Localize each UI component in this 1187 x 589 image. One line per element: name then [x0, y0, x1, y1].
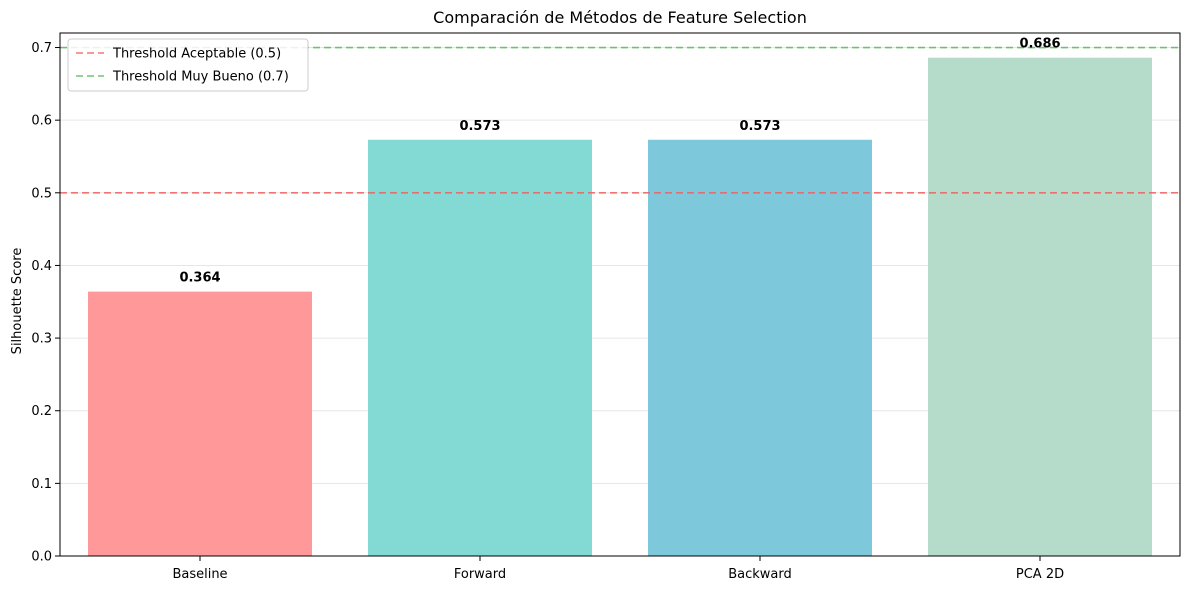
legend-entry: Threshold Muy Bueno (0.7)	[112, 70, 289, 85]
plot-frame	[59, 32, 1181, 557]
y-tick-label: 0.2	[31, 404, 52, 419]
bar-value-label: 0.573	[739, 119, 780, 134]
bar-baseline	[88, 291, 312, 556]
bar-value-label: 0.364	[179, 271, 220, 286]
y-axis-label: Silhouette Score	[10, 248, 25, 355]
bar-value-label: 0.686	[1019, 37, 1060, 52]
x-tick-label: Backward	[728, 567, 792, 582]
y-tick-label: 0.4	[31, 259, 52, 274]
y-tick-label: 0.6	[31, 114, 52, 129]
bar-pca-2d	[928, 57, 1152, 556]
bar-forward	[368, 139, 592, 556]
bar-backward	[648, 139, 872, 556]
y-tick-label: 0.0	[31, 550, 52, 565]
legend-box	[67, 38, 309, 92]
y-tick-label: 0.5	[31, 186, 52, 201]
x-tick-label: Baseline	[172, 567, 227, 582]
legend: Threshold Aceptable (0.5) Threshold Muy B…	[67, 38, 309, 92]
y-tick-label: 0.7	[31, 41, 52, 56]
y-tick-label: 0.3	[31, 332, 52, 347]
bars	[88, 57, 1152, 556]
x-tick-label: PCA 2D	[1016, 567, 1064, 582]
axes: 0.0 0.1 0.2 0.3 0.4 0.5 0.6 0.7 Baseline Forward B…	[31, 32, 1181, 582]
y-tick-label: 0.1	[31, 477, 52, 492]
chart-title: Comparación de Métodos de Feature Select…	[433, 8, 807, 27]
bar-value-label: 0.573	[459, 119, 500, 134]
legend-entry: Threshold Aceptable (0.5)	[112, 47, 281, 62]
bar-value-labels: 0.364 0.573 0.573 0.686	[179, 37, 1060, 286]
x-tick-label: Forward	[454, 567, 506, 582]
